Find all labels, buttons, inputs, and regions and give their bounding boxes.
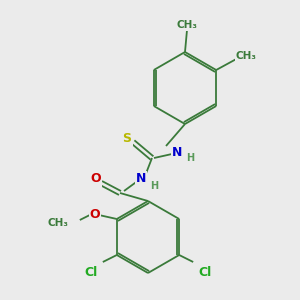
Text: CH₃: CH₃ — [48, 218, 69, 228]
Text: CH₃: CH₃ — [176, 20, 197, 30]
Text: Cl: Cl — [84, 266, 98, 278]
Text: CH₃: CH₃ — [236, 51, 257, 61]
Text: O: O — [91, 172, 101, 185]
Text: N: N — [172, 146, 182, 158]
Text: N: N — [136, 172, 146, 184]
Text: H: H — [186, 153, 194, 163]
Text: H: H — [150, 181, 158, 191]
Text: S: S — [122, 131, 131, 145]
Text: Cl: Cl — [199, 266, 212, 278]
Text: O: O — [89, 208, 100, 220]
